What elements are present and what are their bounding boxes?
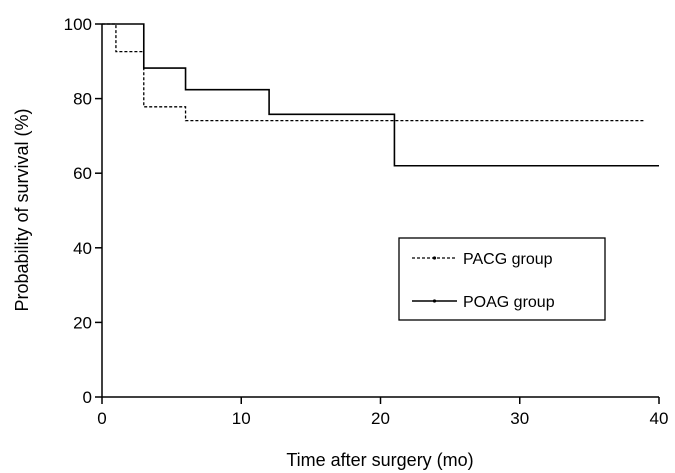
legend-label: PACG group — [463, 251, 553, 268]
x-axis-title: Time after surgery (mo) — [286, 450, 473, 470]
legend-label: POAG group — [463, 294, 555, 311]
x-tick-label: 30 — [510, 409, 529, 428]
series-lines — [102, 23, 659, 167]
series-line-pacg — [102, 23, 646, 122]
y-tick-label: 20 — [73, 313, 92, 332]
legend-marker — [432, 299, 437, 303]
legend: PACG group POAG group — [398, 237, 606, 321]
x-tick-label: 40 — [650, 409, 669, 428]
y-axis-title: Probability of survival (%) — [12, 108, 32, 311]
y-tick-label: 40 — [73, 239, 92, 258]
x-tick-label: 0 — [97, 409, 106, 428]
x-tick-label: 10 — [232, 409, 251, 428]
series-line-poag — [102, 23, 659, 167]
x-tick-label: 20 — [371, 409, 390, 428]
legend-box — [398, 237, 606, 321]
y-tick-label: 100 — [64, 15, 92, 34]
y-tick-label: 80 — [73, 90, 92, 109]
legend-marker — [432, 256, 437, 260]
axes: 0 20 40 60 80 100 0 10 20 30 40 — [64, 15, 669, 428]
y-tick-label: 60 — [73, 164, 92, 183]
y-tick-label: 0 — [83, 388, 92, 407]
